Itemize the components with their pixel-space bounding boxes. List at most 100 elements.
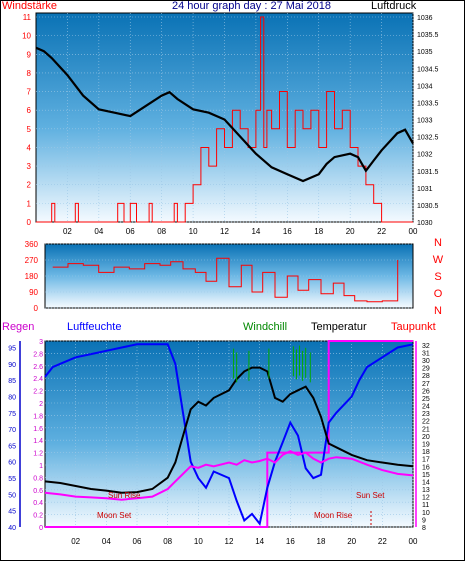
y-temp-tick-label: 29 (422, 366, 430, 373)
y-temp-tick-label: 8 (422, 525, 426, 532)
y-rain-tick-label: 1.4 (33, 438, 43, 445)
x-tick-label: 12 (220, 227, 229, 236)
ticks-1: 0123456789101110301030.510311031.5103210… (22, 13, 438, 236)
direction-letter: N (434, 237, 442, 249)
x-tick-label: 00 (409, 227, 418, 236)
y-left-tick-label: 8 (27, 69, 32, 78)
direction-letter: W (433, 254, 444, 266)
y-temp-tick-label: 28 (422, 373, 430, 380)
y-right-tick-label: 1035 (417, 49, 433, 56)
rain-label: Regen (2, 321, 34, 333)
y-rain-tick-label: 1.6 (33, 426, 43, 433)
y-right-tick-label: 1030 (417, 220, 433, 227)
y-temp-tick-label: 17 (422, 457, 430, 464)
x-tick-label: 20 (347, 537, 356, 546)
x-tick-label: 10 (189, 227, 198, 236)
y-right-tick-label: 1034.5 (417, 66, 439, 73)
y-right-tick-label: 1034 (417, 83, 433, 90)
windchill-label: Windchill (243, 321, 287, 333)
x-tick-label: 08 (163, 537, 172, 546)
y-humidity-tick-label: 95 (8, 346, 16, 353)
humidity-line (44, 343, 414, 526)
y-right-tick-label: 1031.5 (417, 169, 439, 176)
temperature-label: Temperatur (311, 321, 367, 333)
temperature-line (44, 366, 414, 494)
x-tick-label: 08 (157, 227, 166, 236)
y-right-tick-label: 1030.5 (417, 203, 439, 210)
y-tick-label: 180 (25, 272, 39, 281)
x-tick-label: 06 (126, 227, 135, 236)
y-temp-tick-label: 14 (422, 479, 430, 486)
y-left-tick-label: 4 (27, 143, 32, 152)
y-right-tick-label: 1033.5 (417, 100, 439, 107)
direction-letter: S (434, 271, 441, 283)
y-rain-tick-label: 0.6 (33, 488, 43, 495)
chart-title: 24 hour graph day : 27 Mai 2018 (172, 0, 331, 12)
y-humidity-tick-label: 80 (8, 394, 16, 401)
y-tick-label: 270 (25, 256, 39, 265)
y-rain-tick-label: 2.6 (33, 364, 43, 371)
y-humidity-tick-label: 70 (8, 427, 16, 434)
ticks-3: 0 0.2 0.4 0.6 0.8 1 1.2 1.4 1.6 1.8 2 2.2 2.4 2.6 2.8 3… (8, 339, 430, 546)
y-rain-tick-label: 2.2 (33, 389, 43, 396)
moonrise-annotation: Moon Rise (314, 511, 353, 520)
y-left-tick-label: 9 (27, 50, 32, 59)
y-humidity-tick-label: 40 (8, 525, 16, 532)
dewpoint-label: Taupunkt (391, 321, 436, 333)
y-left-tick-label: 5 (27, 125, 32, 134)
x-tick-label: 16 (286, 537, 295, 546)
y-right-tick-label: 1035.5 (417, 32, 439, 39)
x-tick-label: 06 (133, 537, 142, 546)
y-tick-label: 0 (34, 304, 39, 313)
y-temp-tick-label: 24 (422, 404, 430, 411)
x-tick-label: 22 (377, 227, 386, 236)
moonset-annotation: Moon Set (97, 511, 132, 520)
pressure-label: Luftdruck (371, 0, 417, 12)
y-temp-tick-label: 21 (422, 426, 430, 433)
wind-strength-series (36, 16, 413, 223)
y-humidity-tick-label: 60 (8, 460, 16, 467)
y-left-tick-label: 0 (27, 218, 32, 227)
y-tick-label: 360 (25, 240, 39, 249)
y-humidity-tick-label: 50 (8, 492, 16, 499)
pressure-line (35, 46, 414, 183)
y-temp-tick-label: 16 (422, 464, 430, 471)
x-tick-label: 04 (102, 537, 111, 546)
rain-line (45, 340, 413, 528)
grid-3 (45, 340, 414, 528)
y-humidity-tick-label: 85 (8, 378, 16, 385)
y-rain-tick-label: 0.4 (33, 500, 43, 507)
y-humidity-tick-label: 65 (8, 443, 16, 450)
y-rain-tick-label: 1 (39, 463, 43, 470)
y-temp-tick-label: 22 (422, 419, 430, 426)
x-tick-label: 02 (71, 537, 80, 546)
y-humidity-tick-label: 45 (8, 509, 16, 516)
x-tick-label: 00 (409, 537, 418, 546)
y-humidity-tick-label: 75 (8, 411, 16, 418)
windchill-series (233, 345, 311, 383)
y-temp-tick-label: 26 (422, 388, 430, 395)
x-tick-label: 14 (251, 227, 260, 236)
y-rain-tick-label: 0 (39, 525, 43, 532)
x-tick-label: 16 (283, 227, 292, 236)
y-rain-tick-label: 2.8 (33, 351, 43, 358)
y-temp-tick-label: 15 (422, 472, 430, 479)
y-left-tick-label: 6 (27, 106, 32, 115)
y-humidity-tick-label: 55 (8, 476, 16, 483)
sunset-annotation: Sun Set (356, 491, 385, 500)
x-tick-label: 10 (194, 537, 203, 546)
y-temp-tick-label: 30 (422, 358, 430, 365)
y-left-tick-label: 7 (27, 88, 32, 97)
y-left-tick-label: 10 (22, 32, 31, 41)
y-temp-tick-label: 18 (422, 449, 430, 456)
y-tick-label: 90 (29, 288, 38, 297)
y-temp-tick-label: 32 (422, 343, 430, 350)
y-temp-tick-label: 11 (422, 502, 429, 509)
y-humidity-tick-label: 90 (8, 362, 16, 369)
y-left-tick-label: 1 (27, 199, 32, 208)
y-temp-tick-label: 25 (422, 396, 430, 403)
y-temp-tick-label: 20 (422, 434, 430, 441)
x-tick-label: 14 (255, 537, 264, 546)
